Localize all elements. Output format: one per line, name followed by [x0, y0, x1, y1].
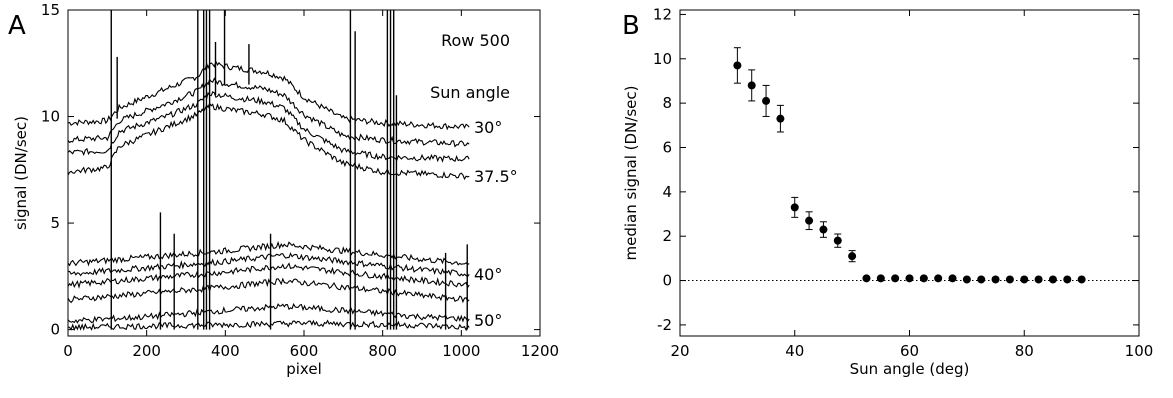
chart-a: 0 200 400 600 800 1000 1200 0 5 10 15 pixel signal (…	[12, 1, 559, 378]
y-axis-title: median signal (DN/sec)	[622, 86, 640, 261]
plot-frame	[679, 9, 1140, 337]
x-tick-label: 60	[900, 342, 919, 360]
data-point	[876, 274, 885, 283]
data-point	[805, 216, 814, 225]
curve-label: 50°	[474, 311, 502, 330]
y-axis-title: signal (DN/sec)	[12, 116, 30, 230]
data-point	[790, 203, 799, 212]
data-point	[1048, 275, 1057, 284]
x-tick-label: 100	[1125, 342, 1154, 360]
signal-curve	[67, 240, 470, 267]
data-point	[747, 81, 756, 90]
data-point	[991, 275, 1000, 284]
x-tick-label: 40	[785, 342, 804, 360]
data-point	[819, 225, 828, 234]
x-tick-label: 0	[63, 342, 73, 360]
data-point	[833, 236, 842, 245]
y-tick-label: 5	[50, 214, 60, 232]
x-tick-label: 600	[290, 342, 319, 360]
x-tick-label: 1000	[442, 342, 480, 360]
x-axis-title: pixel	[286, 360, 322, 378]
y-tick-label: 12	[653, 5, 672, 23]
x-axis-title: Sun angle (deg)	[850, 360, 970, 378]
data-point	[1077, 275, 1086, 284]
data-point	[977, 275, 986, 284]
curve-label: 37.5°	[474, 167, 518, 186]
y-tick-label: 8	[662, 94, 672, 112]
signal-curve	[67, 262, 470, 289]
y-tick-label: 2	[662, 227, 672, 245]
x-tick-label: 80	[1015, 342, 1034, 360]
data-point	[934, 274, 943, 283]
data-point	[891, 274, 900, 283]
data-point	[1063, 275, 1072, 284]
data-point	[848, 252, 857, 261]
plot-frame	[67, 9, 541, 337]
curve-label: 40°	[474, 265, 502, 284]
chart-b: 20 40 60 80 100 -2 0 2 4 6 8 10 12 Sun angle (deg) med…	[622, 5, 1153, 378]
signal-curve	[67, 302, 470, 324]
data-point	[1020, 275, 1029, 284]
data-point	[862, 274, 871, 283]
data-point	[1005, 275, 1014, 284]
signal-curve	[67, 252, 470, 278]
data-point	[762, 96, 771, 105]
y-tick-label: -2	[657, 316, 672, 334]
curve-label: 30°	[474, 118, 502, 137]
y-tick-label: 10	[41, 108, 60, 126]
x-tick-label: 200	[132, 342, 161, 360]
signal-curve	[67, 277, 470, 304]
y-tick-label: 4	[662, 183, 672, 201]
panel-label-b: B	[622, 11, 640, 41]
panel-label-a: A	[8, 11, 26, 41]
data-point	[733, 61, 742, 70]
x-tick-label: 400	[211, 342, 240, 360]
signal-curve	[67, 77, 470, 148]
data-point	[962, 275, 971, 284]
data-point	[776, 114, 785, 123]
y-tick-label: 10	[653, 50, 672, 68]
signal-curve	[67, 319, 470, 332]
y-tick-label: 6	[662, 138, 672, 156]
x-tick-label: 800	[368, 342, 397, 360]
y-tick-label: 15	[41, 1, 60, 19]
data-point	[948, 274, 957, 283]
signal-curve	[67, 59, 470, 131]
signal-curve	[67, 101, 470, 181]
y-tick-label: 0	[662, 272, 672, 290]
sun-angle-header: Sun angle	[430, 83, 510, 102]
signal-curve	[67, 90, 470, 163]
x-tick-label: 1200	[521, 342, 559, 360]
y-tick-label: 0	[50, 321, 60, 339]
x-tick-label: 20	[670, 342, 689, 360]
row-label: Row 500	[441, 31, 510, 50]
data-point	[905, 274, 914, 283]
data-point	[1034, 275, 1043, 284]
data-point	[919, 274, 928, 283]
